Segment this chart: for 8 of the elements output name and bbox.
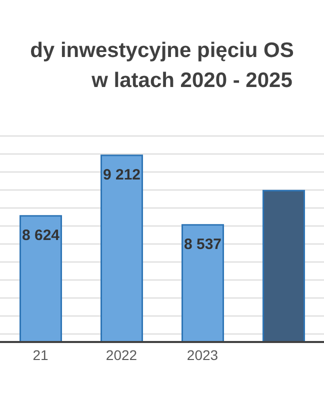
chart-subtitle: w latach 2020 - 2025	[90, 68, 294, 94]
x-tick-label: 2022	[106, 346, 138, 363]
chart-title: dy inwestycyjne pięciu OS	[29, 38, 295, 64]
x-tick-label: 21	[32, 346, 48, 363]
x-tick-label: 2023	[186, 346, 218, 363]
data-label: 9 212	[102, 166, 141, 184]
data-label: 8 624	[22, 226, 60, 244]
data-label: 8 537	[184, 236, 222, 253]
